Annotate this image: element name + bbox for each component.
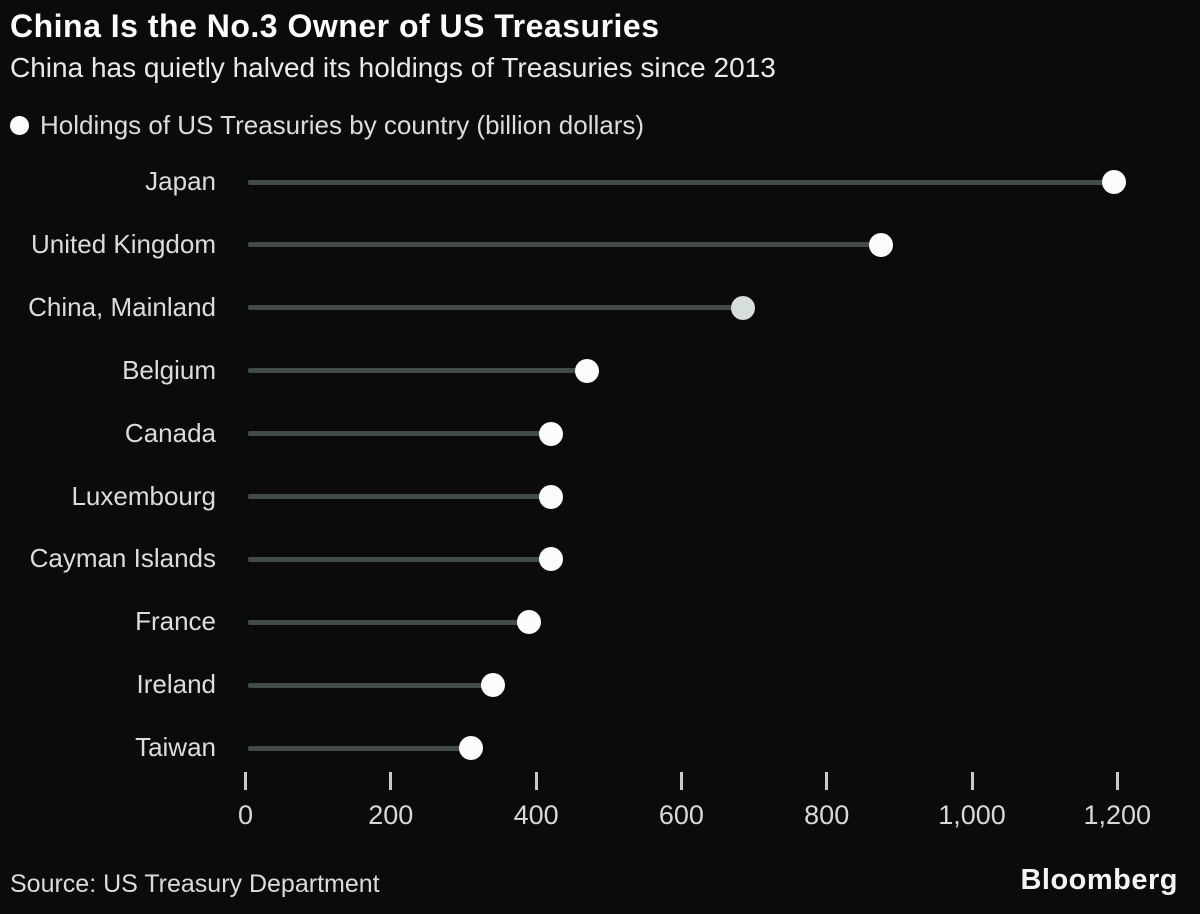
lollipop-dot [538, 421, 563, 446]
category-label: Cayman Islands [29, 543, 216, 574]
x-axis-tick-label: 200 [368, 800, 414, 830]
lollipop-stem [248, 368, 587, 374]
lollipop-stem [248, 619, 529, 625]
lollipop-dot [538, 484, 563, 509]
lollipop-stem [248, 745, 471, 751]
category-label: Taiwan [135, 731, 216, 762]
lollipop-dot [538, 547, 563, 572]
category-label: France [135, 606, 216, 637]
x-axis-tick-label: 600 [658, 800, 704, 830]
x-axis-tick [1115, 772, 1119, 790]
lollipop-stem [248, 682, 493, 688]
x-axis-tick-label: 0 [237, 800, 254, 830]
lollipop-dot [574, 358, 599, 383]
x-axis-tick [534, 772, 538, 790]
x-axis-tick [389, 772, 393, 790]
category-label: United Kingdom [31, 228, 216, 259]
category-label: Belgium [122, 354, 216, 385]
category-label: Japan [145, 165, 216, 196]
lollipop-dot [516, 610, 541, 635]
bloomberg-logo: Bloomberg [1020, 864, 1178, 896]
lollipop-dot [1101, 170, 1126, 194]
x-axis-tick [825, 772, 829, 790]
category-label: China, Mainland [28, 291, 216, 322]
chart-subtitle: China has quietly halved its holdings of… [10, 52, 776, 83]
category-label: Canada [124, 417, 216, 448]
lollipop-dot [731, 295, 756, 320]
category-label: Ireland [136, 669, 217, 700]
x-axis-tick-label: 1,000 [938, 800, 1006, 830]
lollipop-dot [480, 673, 505, 698]
lollipop-stem [248, 179, 1114, 185]
chart-legend: Holdings of US Treasuries by country (bi… [10, 110, 644, 141]
lollipop-stem [248, 242, 882, 248]
source-text: Source: US Treasury Department [10, 870, 380, 898]
chart-title: China Is the No.3 Owner of US Treasuries [10, 8, 660, 44]
x-axis-tick [244, 772, 247, 790]
x-axis-tick [970, 772, 974, 790]
legend-dot-icon [10, 116, 29, 135]
lollipop-dot [458, 736, 483, 761]
x-axis-tick-label: 1,200 [1083, 800, 1152, 830]
lollipop-stem [248, 494, 551, 499]
lollipop-stem [248, 431, 551, 437]
x-axis-tick-label: 800 [804, 800, 850, 830]
lollipop-stem [248, 305, 744, 311]
category-label: Luxembourg [71, 480, 216, 511]
lollipop-stem [248, 556, 551, 562]
lollipop-dot [869, 232, 894, 257]
legend-label: Holdings of US Treasuries by country (bi… [40, 110, 645, 140]
x-axis-tick-label: 400 [513, 800, 559, 830]
x-axis-tick [679, 772, 683, 790]
